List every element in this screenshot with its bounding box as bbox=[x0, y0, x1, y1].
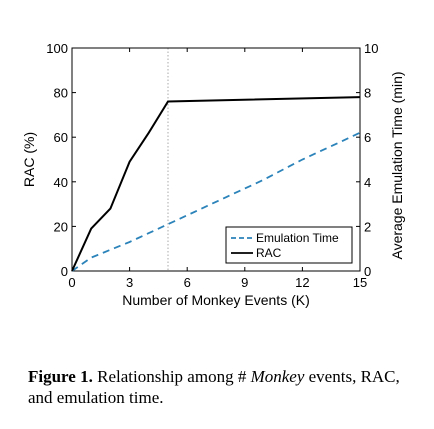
y-tick-label-right: 0 bbox=[364, 264, 371, 279]
y-axis-label-left: RAC (%) bbox=[21, 132, 37, 187]
caption-label: Figure 1. bbox=[28, 367, 93, 386]
legend-box bbox=[225, 226, 353, 264]
y-tick-label-right: 10 bbox=[364, 41, 378, 56]
y-tick-label-right: 8 bbox=[364, 86, 371, 101]
y-tick-label-left: 80 bbox=[54, 86, 68, 101]
x-tick-label: 6 bbox=[184, 275, 191, 290]
legend-label: RAC bbox=[256, 246, 282, 260]
y-axis-label-right: Average Emulation Time (min) bbox=[389, 71, 405, 259]
y-tick-label-right: 4 bbox=[364, 175, 371, 190]
x-tick-label: 0 bbox=[68, 275, 75, 290]
x-tick-label: 15 bbox=[353, 275, 367, 290]
y-tick-label-left: 40 bbox=[54, 175, 68, 190]
figure-caption: Figure 1. Relationship among # Monkey ev… bbox=[28, 366, 428, 408]
caption-italic: Monkey bbox=[250, 367, 305, 386]
legend-label: Emulation Time bbox=[256, 231, 339, 245]
x-tick-label: 12 bbox=[295, 275, 309, 290]
caption-text-after: events, RAC, and emulation time. bbox=[28, 367, 400, 407]
y-tick-label-left: 20 bbox=[54, 219, 68, 234]
series-line-emulation-time bbox=[71, 131, 361, 272]
x-axis-label: Number of Monkey Events (K) bbox=[122, 292, 310, 308]
caption-text-before: Relationship among # bbox=[92, 367, 251, 386]
x-tick-label: 3 bbox=[126, 275, 133, 290]
y-tick-label-left: 100 bbox=[46, 41, 68, 56]
y-tick-label-left: 60 bbox=[54, 130, 68, 145]
y-tick-label-right: 2 bbox=[364, 219, 371, 234]
x-tick-label: 9 bbox=[241, 275, 248, 290]
series-line-rac bbox=[71, 96, 361, 272]
axes-frame bbox=[71, 47, 361, 272]
y-tick-label-left: 0 bbox=[61, 264, 68, 279]
y-tick-label-right: 6 bbox=[364, 130, 371, 145]
